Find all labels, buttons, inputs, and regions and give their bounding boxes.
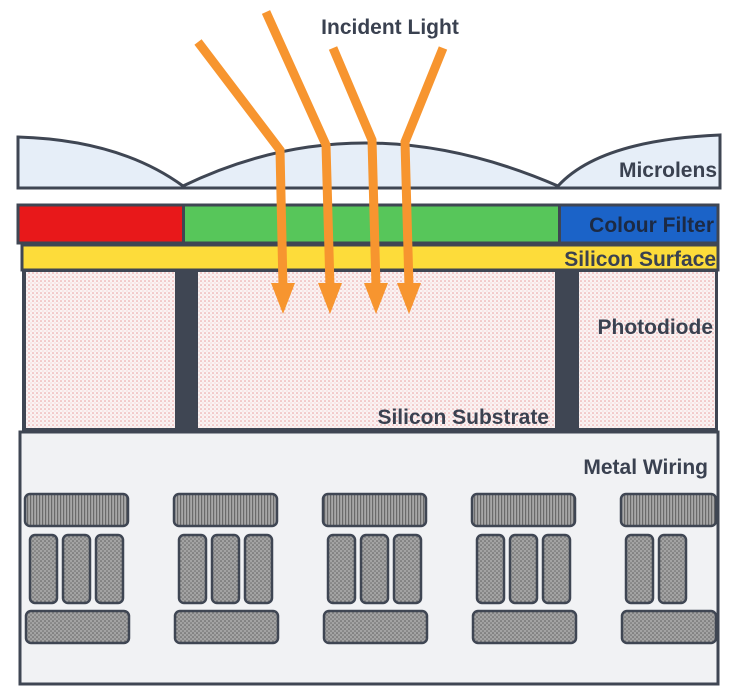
light-ray-2 (261, 10, 335, 288)
wiring-column (392, 533, 423, 605)
light-arrowhead-4 (397, 283, 421, 314)
metal-wiring-label: Metal Wiring (583, 456, 708, 479)
wiring-bottom-bar (471, 609, 578, 645)
wiring-bottom-bar (24, 609, 131, 645)
wiring-column (177, 533, 208, 605)
wiring-top-bar (23, 492, 130, 528)
light-arrowhead-1 (271, 283, 295, 314)
filter-red (18, 205, 182, 243)
microlens-label: Microlens (619, 159, 717, 182)
wiring-top-bar (172, 492, 279, 528)
wiring-column (210, 533, 241, 605)
wiring-bottom-bar (620, 609, 718, 645)
colour-filter-label: Colour Filter (589, 214, 714, 237)
silicon-surface-label: Silicon Surface (564, 248, 716, 271)
wiring-column (61, 533, 92, 605)
filter-blue (561, 205, 718, 243)
photodiode-left (26, 272, 175, 428)
silicon-surface-band (20, 243, 720, 272)
wiring-column (94, 533, 125, 605)
wiring-column (359, 533, 390, 605)
wiring-column (326, 533, 357, 605)
silicon-substrate-label: Silicon Substrate (377, 406, 549, 429)
wiring-bottom-bar (173, 609, 280, 645)
photodiode-label: Photodiode (598, 316, 713, 339)
light-ray-1 (194, 39, 288, 288)
wiring-column (541, 533, 572, 605)
metal-wiring-layer (18, 430, 720, 686)
wiring-column (28, 533, 59, 605)
wiring-column (508, 533, 539, 605)
light-arrowhead-3 (364, 283, 388, 314)
wiring-column (657, 533, 688, 605)
wiring-top-bar (619, 492, 718, 528)
wiring-top-bar (321, 492, 428, 528)
wiring-bottom-bar (322, 609, 429, 645)
incident-light-label: Incident Light (321, 16, 459, 39)
incident-light-rays (194, 10, 448, 288)
wiring-column (243, 533, 274, 605)
wiring-column (475, 533, 506, 605)
light-arrowheads (271, 283, 421, 314)
light-ray-4 (400, 46, 448, 288)
wiring-column (624, 533, 655, 605)
wiring-top-bar (470, 492, 577, 528)
photodiode-right (579, 272, 715, 428)
light-arrowhead-2 (318, 283, 342, 314)
light-ray-3 (328, 46, 381, 288)
